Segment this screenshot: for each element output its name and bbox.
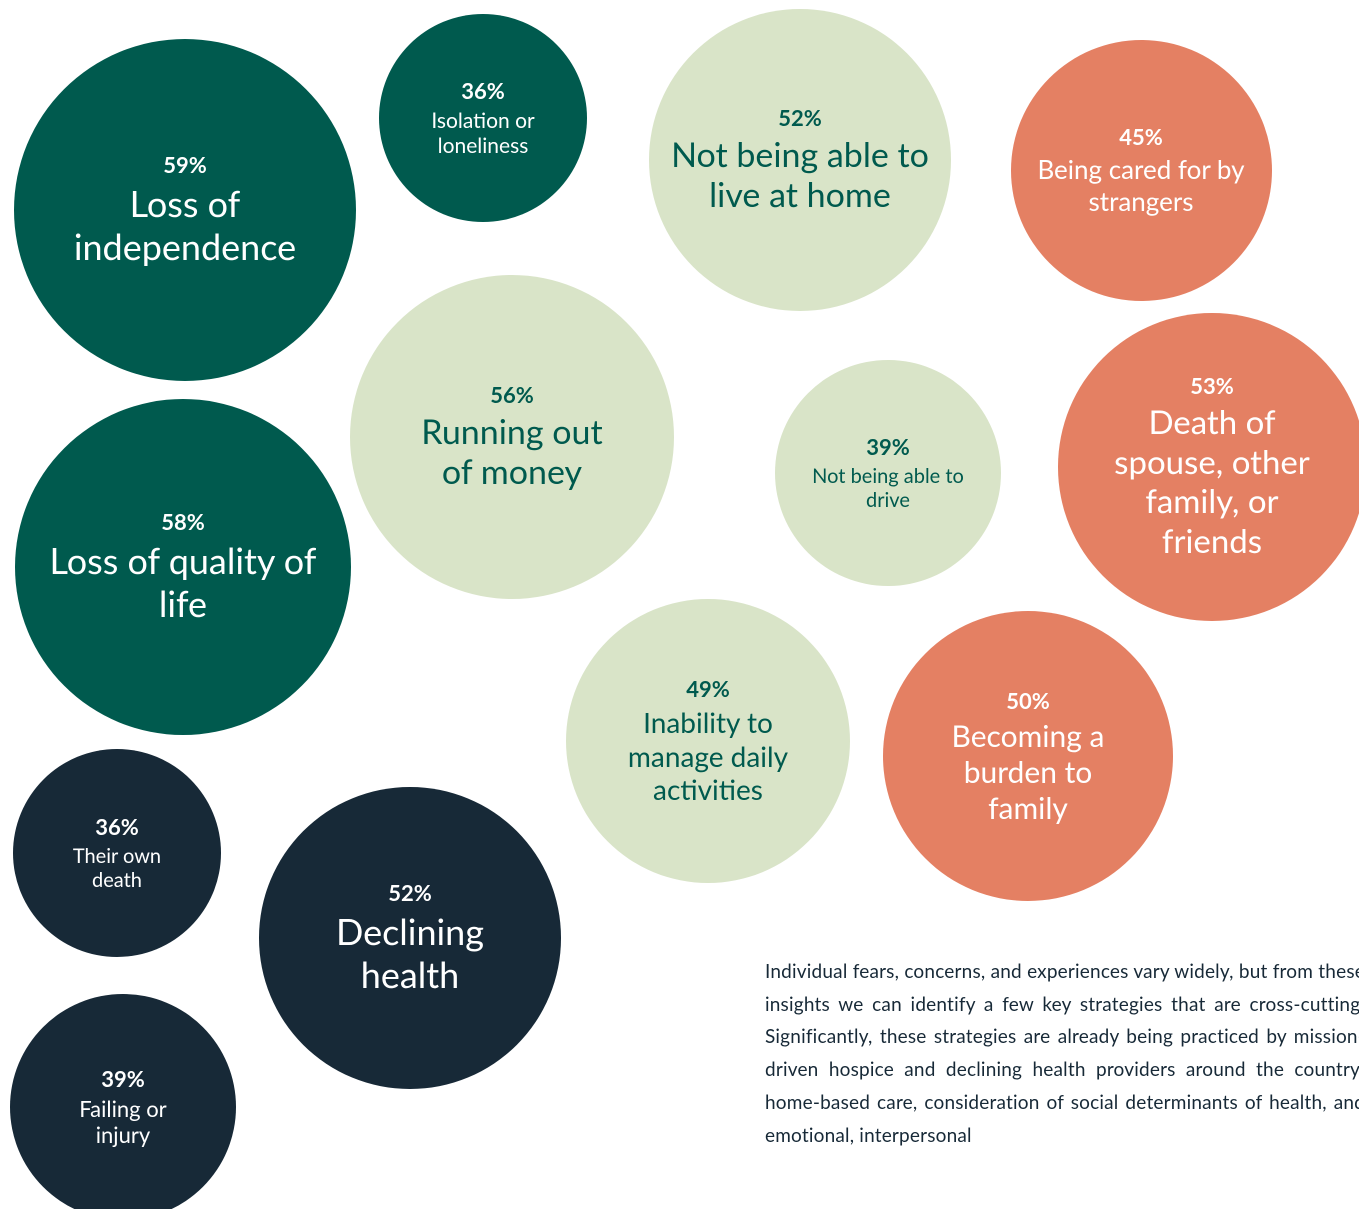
bubble: 52% Declining health xyxy=(259,787,561,1089)
percent-label: 39% xyxy=(101,1065,145,1093)
bubble: 45% Being cared for by strangers xyxy=(1010,39,1272,301)
percent-label: 36% xyxy=(461,77,505,105)
bubble-label: Their own death xyxy=(72,844,162,893)
bubble: 39% Not being able to drive xyxy=(774,359,1002,587)
bubble-label: Running out of money xyxy=(421,410,603,493)
bubble-label: Death of spouse, other family, or friend… xyxy=(1114,402,1310,562)
bubble-label: Loss of quality of life xyxy=(49,538,317,626)
bubble: 56% Running out of money xyxy=(349,274,675,600)
percent-label: 49% xyxy=(686,675,730,703)
percent-label: 53% xyxy=(1190,372,1234,400)
percent-label: 50% xyxy=(1006,686,1050,714)
bubble-label: Isolation or loneliness xyxy=(431,108,535,159)
percent-label: 52% xyxy=(778,103,822,131)
percent-label: 52% xyxy=(388,879,432,907)
bubble: 36% Their own death xyxy=(12,748,222,958)
bubble-label: Inability to manage daily activities xyxy=(627,705,789,807)
percent-label: 58% xyxy=(161,508,205,536)
bubble-label: Loss of independence xyxy=(73,181,297,269)
bubble: 53% Death of spouse, other family, or fri… xyxy=(1058,313,1359,621)
bubble-label: Declining health xyxy=(335,909,484,997)
bubble: 49% Inability to manage daily activities xyxy=(565,598,851,884)
bubble: 50% Becoming a burden to family xyxy=(883,611,1173,901)
percent-label: 36% xyxy=(95,813,139,841)
bubble: 36% Isolation or loneliness xyxy=(378,13,588,223)
bubble: 39% Failing or injury xyxy=(9,993,237,1209)
bubble-label: Failing or injury xyxy=(79,1095,167,1149)
percent-label: 56% xyxy=(490,380,534,408)
bubble: 52% Not being able to live at home xyxy=(649,9,951,311)
bubble: 59% Loss of independence xyxy=(13,38,357,382)
bubble-label: Not being able to live at home xyxy=(671,133,929,216)
percent-label: 39% xyxy=(866,433,910,461)
bubble: 58% Loss of quality of life xyxy=(14,398,352,736)
bubble-label: Becoming a burden to family xyxy=(951,717,1105,826)
bubble-label: Not being able to drive xyxy=(812,464,964,513)
paragraph: Individual fears, concerns, and experien… xyxy=(765,960,1359,1147)
percent-label: 59% xyxy=(163,151,207,179)
bubble-label: Being cared for by strangers xyxy=(1037,153,1245,217)
percent-label: 45% xyxy=(1119,123,1163,151)
